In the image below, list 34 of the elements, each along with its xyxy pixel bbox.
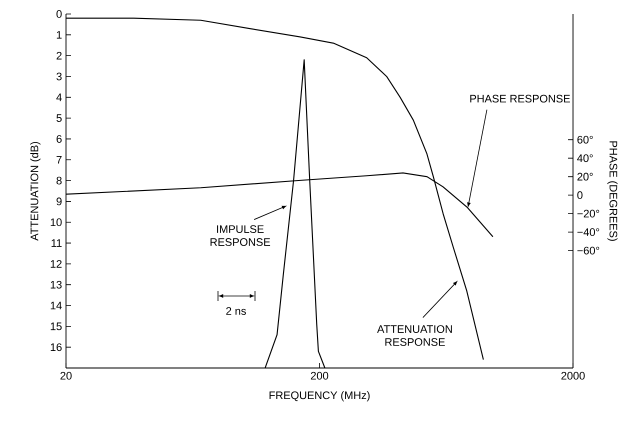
y2-tick-label: −40° <box>577 228 600 236</box>
y2-tick-label: −20° <box>577 210 600 218</box>
x-tick-label: 2000 <box>561 372 585 380</box>
y-tick-label: 0 <box>56 10 62 18</box>
y2-axis-title: PHASE (DEGREES) <box>607 141 618 241</box>
y-tick-label: 16 <box>50 343 62 352</box>
y-tick-label: 3 <box>56 72 62 80</box>
x-tick-label: 200 <box>310 372 328 380</box>
y-tick-label: 9 <box>56 198 62 206</box>
y2-tick-label: −60° <box>577 246 600 254</box>
y-axis-title: ATTENUATION (dB) <box>30 142 40 241</box>
y-tick-label: 4 <box>56 94 62 102</box>
annotation: 2 ns <box>226 307 246 315</box>
y-tick-label: 6 <box>56 135 62 143</box>
y-tick-label: 11 <box>52 239 62 247</box>
y2-tick-label: 0 <box>577 191 583 200</box>
y-tick-label: 10 <box>50 218 62 226</box>
y-tick-label: 13 <box>50 280 62 289</box>
y2-tick-label: 20° <box>577 172 593 181</box>
x-axis-title: FREQUENCY (MHz) <box>270 391 370 402</box>
y-tick-label: 15 <box>50 322 62 330</box>
y2-tick-label: 60° <box>577 136 593 144</box>
y-tick-label: 14 <box>50 302 62 310</box>
y-tick-label: 8 <box>56 176 62 184</box>
annotation: IMPULSE RESPONSE <box>210 225 270 246</box>
y2-tick-label: 40° <box>577 154 593 162</box>
y-tick-label: 1 <box>56 31 62 39</box>
annotation: PHASE RESPONSE <box>470 94 570 103</box>
y-tick-label: 7 <box>56 156 62 164</box>
y-tick-label: 12 <box>50 260 62 268</box>
y-tick-label: 5 <box>56 114 62 122</box>
annotation: ATTENUATION RESPONSE <box>377 325 452 346</box>
y-tick-label: 2 <box>56 52 62 60</box>
x-tick-label: 20 <box>60 372 72 380</box>
